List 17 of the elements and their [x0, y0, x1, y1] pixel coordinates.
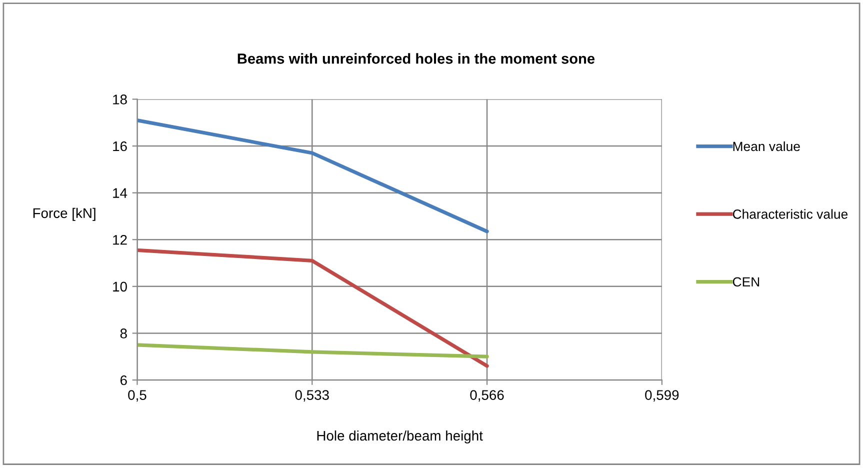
legend-label: Characteristic value [732, 209, 848, 219]
x-axis-title: Hole diameter/beam height [317, 430, 483, 444]
y-tick-label: 6 [120, 375, 127, 386]
x-tick-label: 0,533 [295, 390, 329, 402]
y-tick-label: 18 [113, 94, 127, 104]
x-tick-label: 0,566 [470, 390, 504, 402]
x-tick-label: 0,599 [645, 390, 679, 402]
legend-label: Mean value [733, 141, 800, 152]
y-tick-label: 8 [120, 328, 127, 338]
legend-label: CEN [732, 277, 760, 287]
chart-title: Beams with unreinforced holes in the moment sone [238, 53, 595, 64]
y-tick-label: 14 [113, 188, 128, 198]
y-tick-label: 16 [113, 141, 127, 152]
y-tick-label: 12 [113, 234, 127, 245]
y-tick-label: 10 [113, 282, 127, 292]
y-axis-title: Force [kN] [33, 208, 96, 221]
x-tick-label: 0,5 [128, 390, 146, 402]
